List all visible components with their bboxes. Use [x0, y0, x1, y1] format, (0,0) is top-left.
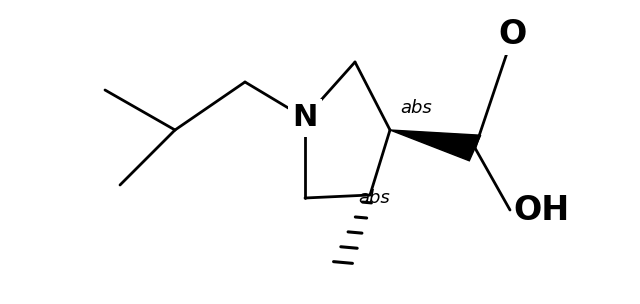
- Text: O: O: [498, 19, 526, 51]
- Text: abs: abs: [358, 189, 390, 207]
- Text: abs: abs: [400, 99, 432, 117]
- Text: N: N: [292, 103, 317, 133]
- Text: OH: OH: [513, 194, 570, 226]
- Polygon shape: [390, 130, 481, 161]
